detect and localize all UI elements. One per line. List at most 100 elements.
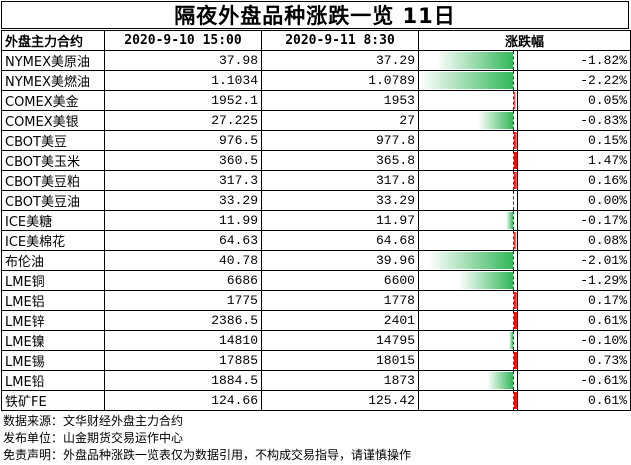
- zero-axis: [513, 231, 514, 250]
- cell-contract-name: NYMEX美原油: [1, 50, 105, 71]
- cell-curr-price: 6600: [261, 270, 419, 291]
- cell-contract-name: LME铅: [1, 370, 105, 391]
- cell-curr-price: 1953: [261, 90, 419, 111]
- cell-curr-price: 365.8: [261, 150, 419, 171]
- cell-change-percent: 0.17%: [517, 290, 631, 311]
- cell-curr-price: 1873: [261, 370, 419, 391]
- cell-prev-price: 27.225: [104, 110, 262, 131]
- cell-contract-name: ICE美棉花: [1, 230, 105, 251]
- cell-contract-name: NYMEX美燃油: [1, 70, 105, 91]
- gain-bar: [514, 292, 517, 309]
- cell-change-bar: [418, 130, 518, 151]
- table-row: NYMEX美燃油 1.1034 1.0789 -2.22%: [1, 70, 631, 91]
- gain-bar: [514, 312, 517, 329]
- cell-prev-price: 124.66: [104, 390, 262, 411]
- zero-axis: [513, 111, 514, 130]
- table-row: 铁矿FE 124.66 125.42 0.61%: [1, 390, 631, 411]
- cell-change-percent: 1.47%: [517, 150, 631, 171]
- cell-change-percent: 0.15%: [517, 130, 631, 151]
- cell-change-bar: [418, 150, 518, 171]
- cell-prev-price: 1884.5: [104, 370, 262, 391]
- header-change: 涨跌幅: [418, 30, 631, 51]
- zero-axis: [513, 291, 514, 310]
- gain-bar: [514, 232, 517, 249]
- zero-axis: [513, 171, 514, 190]
- table-row: LME铝 1775 1778 0.17%: [1, 290, 631, 311]
- cell-change-bar: [418, 190, 518, 211]
- note-publisher: 发布单位：山金期货交易运作中心: [3, 431, 184, 445]
- zero-axis: [513, 151, 514, 170]
- zero-axis: [513, 71, 514, 90]
- cell-curr-price: 33.29: [261, 190, 419, 211]
- cell-contract-name: LME锡: [1, 350, 105, 371]
- loss-bar: [435, 52, 513, 69]
- loss-bar: [427, 252, 513, 269]
- cell-prev-price: 317.3: [104, 170, 262, 191]
- cell-change-bar: [418, 310, 518, 331]
- cell-change-percent: 0.73%: [517, 350, 631, 371]
- zero-axis: [513, 131, 514, 150]
- cell-prev-price: 64.63: [104, 230, 262, 251]
- cell-prev-price: 1952.1: [104, 90, 262, 111]
- cell-curr-price: 1778: [261, 290, 419, 311]
- cell-change-percent: -2.01%: [517, 250, 631, 271]
- zero-axis: [513, 391, 514, 410]
- cell-change-bar: [418, 170, 518, 191]
- cell-curr-price: 64.68: [261, 230, 419, 251]
- note-disclaimer: 免责声明：外盘品种涨跌一览表仅为数据引用，不构成交易指导，请谨慎操作: [3, 448, 412, 462]
- loss-bar: [477, 112, 513, 129]
- cell-change-bar: [418, 250, 518, 271]
- header-date1: 2020-9-10 15:00: [104, 30, 262, 51]
- cell-contract-name: LME镍: [1, 330, 105, 351]
- zero-axis: [513, 311, 514, 330]
- cell-prev-price: 37.98: [104, 50, 262, 71]
- cell-prev-price: 17885: [104, 350, 262, 371]
- cell-change-bar: [418, 50, 518, 71]
- table-row: COMEX美银 27.225 27 -0.83%: [1, 110, 631, 131]
- cell-prev-price: 40.78: [104, 250, 262, 271]
- cell-contract-name: ICE美糖: [1, 210, 105, 231]
- table-row: CBOT美玉米 360.5 365.8 1.47%: [1, 150, 631, 171]
- cell-prev-price: 2386.5: [104, 310, 262, 331]
- cell-curr-price: 27: [261, 110, 419, 131]
- cell-contract-name: COMEX美银: [1, 110, 105, 131]
- gain-bar: [514, 392, 517, 409]
- cell-change-bar: [418, 350, 518, 371]
- table-row: ICE美糖 11.99 11.97 -0.17%: [1, 210, 631, 231]
- table-row: NYMEX美原油 37.98 37.29 -1.82%: [1, 50, 631, 71]
- table-row: LME镍 14810 14795 -0.10%: [1, 330, 631, 351]
- cell-contract-name: COMEX美金: [1, 90, 105, 111]
- loss-bar: [505, 212, 513, 229]
- cell-change-percent: 0.00%: [517, 190, 631, 211]
- cell-contract-name: 布伦油: [1, 250, 105, 271]
- cell-curr-price: 317.8: [261, 170, 419, 191]
- cell-prev-price: 360.5: [104, 150, 262, 171]
- cell-change-bar: [418, 270, 518, 291]
- table-row: CBOT美豆粕 317.3 317.8 0.16%: [1, 170, 631, 191]
- cell-contract-name: LME锌: [1, 310, 105, 331]
- cell-curr-price: 14795: [261, 330, 419, 351]
- cell-prev-price: 14810: [104, 330, 262, 351]
- zero-axis: [513, 51, 514, 70]
- cell-change-percent: 0.61%: [517, 310, 631, 331]
- cell-contract-name: CBOT美豆粕: [1, 170, 105, 191]
- zero-axis: [513, 251, 514, 270]
- cell-curr-price: 125.42: [261, 390, 419, 411]
- cell-curr-price: 18015: [261, 350, 419, 371]
- cell-change-bar: [418, 390, 518, 411]
- cell-change-percent: 0.05%: [517, 90, 631, 111]
- zero-axis: [513, 211, 514, 230]
- gain-bar: [514, 152, 517, 169]
- cell-change-percent: -0.17%: [517, 210, 631, 231]
- table-row: ICE美棉花 64.63 64.68 0.08%: [1, 230, 631, 251]
- cell-prev-price: 11.99: [104, 210, 262, 231]
- cell-curr-price: 977.8: [261, 130, 419, 151]
- cell-change-percent: 0.16%: [517, 170, 631, 191]
- header-name: 外盘主力合约: [1, 30, 105, 51]
- table-row: CBOT美豆 976.5 977.8 0.15%: [1, 130, 631, 151]
- cell-contract-name: 铁矿FE: [1, 390, 105, 411]
- cell-curr-price: 39.96: [261, 250, 419, 271]
- price-change-table: 外盘主力合约 2020-9-10 15:00 2020-9-11 8:30 涨跌…: [1, 30, 631, 411]
- cell-change-bar: [418, 290, 518, 311]
